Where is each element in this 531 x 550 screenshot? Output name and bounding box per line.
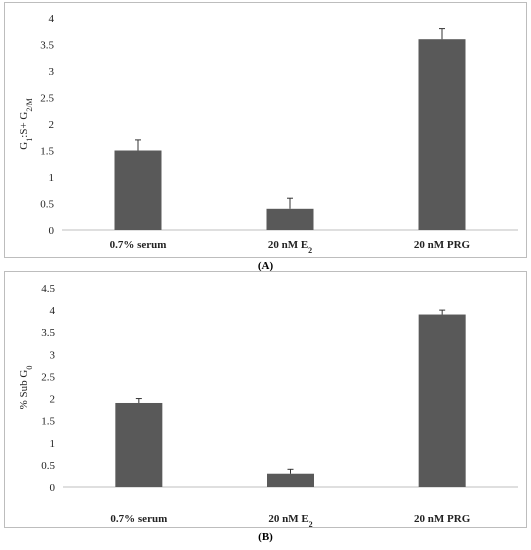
bar-chart-b: 0 0.5 1 1.5 2 2.5 3 3.5 4 4.5 % Sub G0 0.7% serum 20… [18, 283, 518, 529]
y-tick-label: 2 [50, 394, 56, 406]
bar [267, 473, 314, 487]
bar [418, 39, 466, 231]
y-tick-label: 3 [49, 66, 55, 78]
y-axis-label: % Sub G0 [18, 366, 34, 410]
y-tick-label: 4 [49, 13, 55, 25]
y-tick-label: 1.5 [40, 146, 54, 158]
chart-panel-a: 0 0.5 1 1.5 2 2.5 3 3.5 4 G1:S+ G2/M 0.7% serum 20 … [4, 2, 527, 258]
bar [266, 208, 314, 230]
bar [115, 402, 163, 487]
bar [418, 314, 466, 487]
chart-panel-b: 0 0.5 1 1.5 2 2.5 3 3.5 4 4.5 % Sub G0 0.7% serum 20… [4, 271, 527, 529]
bar-chart-a: 0 0.5 1 1.5 2 2.5 3 3.5 4 G1:S+ G2/M 0.7% serum 20 … [18, 13, 518, 255]
category-label: 0.7% serum [110, 239, 167, 251]
category-label: 20 nM E2 [268, 513, 312, 529]
bar [114, 150, 162, 230]
y-tick-label: 1 [50, 438, 56, 450]
y-tick-label: 4.5 [41, 283, 55, 295]
y-tick-label: 1 [49, 172, 55, 184]
y-tick-label: 0 [49, 225, 55, 237]
y-tick-label: 1.5 [41, 416, 55, 428]
y-tick-label: 0 [50, 482, 56, 494]
y-tick-label: 3.5 [40, 40, 54, 52]
y-tick-label: 3.5 [41, 327, 55, 339]
y-tick-label: 3 [50, 349, 56, 361]
y-tick-label: 0.5 [40, 199, 54, 211]
y-tick-label: 2 [49, 119, 55, 131]
y-tick-label: 2.5 [41, 371, 55, 383]
y-tick-label: 0.5 [41, 460, 55, 472]
panel-label-a: (A) [257, 260, 274, 272]
category-label: 0.7% serum [110, 513, 167, 525]
category-label: 20 nM PRG [414, 239, 471, 251]
y-axis-label: G1:S+ G2/M [18, 98, 34, 149]
category-label: 20 nM PRG [414, 513, 471, 525]
y-tick-label: 2.5 [40, 93, 54, 105]
panel-label-b: (B) [258, 531, 273, 543]
y-tick-label: 4 [50, 305, 56, 317]
category-label: 20 nM E2 [268, 239, 312, 255]
